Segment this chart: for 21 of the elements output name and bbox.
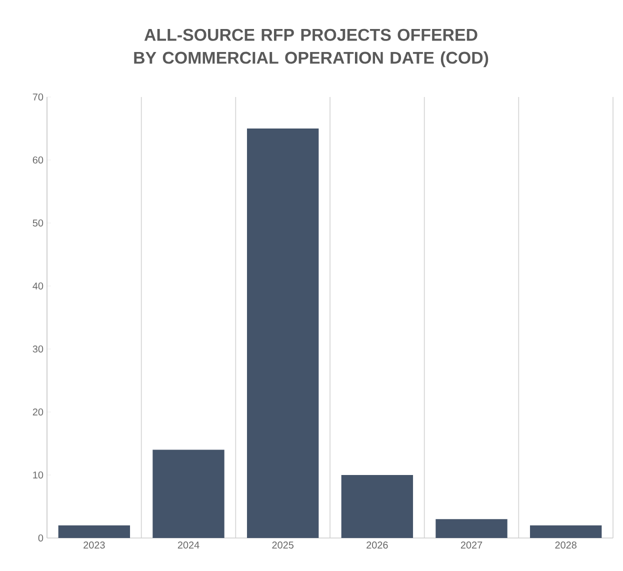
x-tick-label: 2023 (84, 542, 105, 549)
y-tick-label: 70 (32, 93, 44, 101)
bar (341, 475, 414, 538)
y-tick-label: 20 (32, 408, 44, 416)
bar (152, 450, 224, 538)
bar (58, 525, 130, 538)
y-tick-label: 0 (38, 534, 44, 542)
y-tick-label: 40 (32, 282, 44, 290)
x-tick-label: 2027 (460, 542, 482, 549)
bar (436, 519, 508, 538)
chart-title: ALL-SOURCE RFP PROJECTS OFFERED BY COMMERCIAL OPERATION DATE (COD) (134, 28, 488, 68)
x-tick-label: 2024 (178, 542, 200, 549)
x-tick-label: 2026 (366, 542, 388, 549)
x-tick-label: 2025 (272, 542, 294, 549)
x-tick-label: 2028 (555, 542, 576, 549)
y-tick-label: 60 (32, 156, 44, 164)
y-tick-label: 10 (33, 471, 44, 479)
bar (246, 128, 319, 538)
y-tick-label: 30 (32, 345, 44, 353)
y-tick-label: 50 (32, 219, 44, 227)
bar (530, 525, 602, 538)
